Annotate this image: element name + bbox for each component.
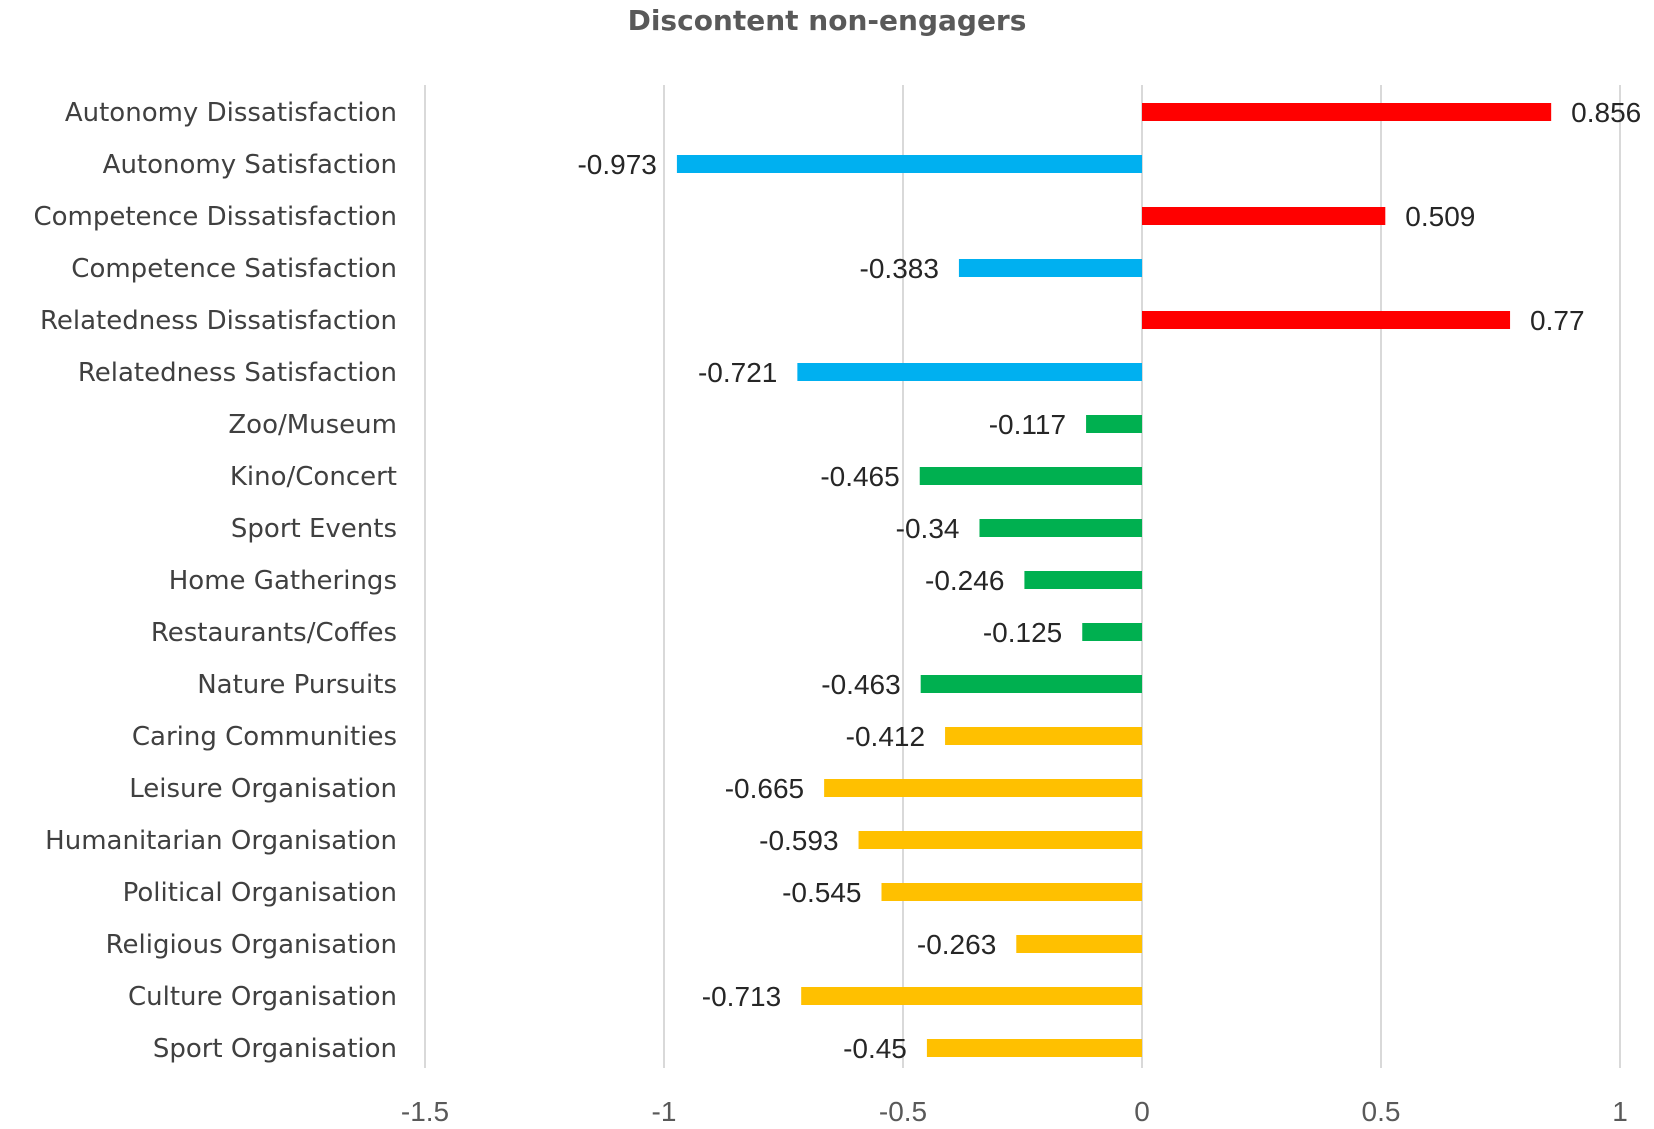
data-label: -0.465 xyxy=(820,461,899,492)
category-label: Restaurants/Coffes xyxy=(151,618,397,648)
data-label: -0.125 xyxy=(983,617,1062,648)
data-label: -0.263 xyxy=(917,929,996,960)
category-label: Nature Pursuits xyxy=(197,670,397,700)
category-label: Zoo/Museum xyxy=(228,410,397,440)
category-label: Competence Dissatisfaction xyxy=(33,202,397,232)
category-label: Sport Organisation xyxy=(153,1034,397,1064)
data-label: -0.383 xyxy=(860,253,939,284)
x-axis-tick-labels: -1.5 -1 -0.5 0 0.5 1 xyxy=(401,1096,1628,1127)
x-tick-label: -1 xyxy=(652,1096,677,1127)
bar xyxy=(797,363,1142,381)
category-label: Sport Events xyxy=(231,514,397,544)
chart-title: Discontent non-engagers xyxy=(628,4,1027,37)
category-label: Leisure Organisation xyxy=(129,774,397,804)
data-label: 0.77 xyxy=(1530,305,1585,336)
category-label: Caring Communities xyxy=(132,722,397,752)
data-label: -0.665 xyxy=(725,773,804,804)
x-tick-label: 1 xyxy=(1612,1096,1628,1127)
data-label: -0.593 xyxy=(759,825,838,856)
x-tick-label: 0.5 xyxy=(1362,1096,1401,1127)
bar xyxy=(958,259,1142,277)
category-label: Relatedness Dissatisfaction xyxy=(40,306,397,336)
category-label: Kino/Concert xyxy=(230,462,397,492)
data-label: -0.463 xyxy=(821,669,900,700)
category-label: Competence Satisfaction xyxy=(71,254,397,284)
data-label: -0.721 xyxy=(698,357,777,388)
bar xyxy=(824,779,1142,797)
value-labels: 0.856 -0.973 0.509 -0.383 0.77 -0.721 -0.117 -0… xyxy=(577,97,1641,1064)
bar xyxy=(801,987,1142,1005)
category-label: Culture Organisation xyxy=(128,982,397,1012)
bar xyxy=(1142,207,1386,225)
category-label: Relatedness Satisfaction xyxy=(78,358,397,388)
category-labels: Autonomy Dissatisfaction Autonomy Satisfa… xyxy=(33,98,397,1064)
data-label: 0.509 xyxy=(1405,201,1475,232)
data-label: 0.856 xyxy=(1571,97,1641,128)
category-label: Autonomy Dissatisfaction xyxy=(65,98,397,128)
gridlines xyxy=(424,85,1621,1068)
bars xyxy=(676,103,1552,1057)
bar xyxy=(1142,311,1511,329)
category-label: Religious Organisation xyxy=(106,930,397,960)
data-label: -0.973 xyxy=(577,149,656,180)
x-tick-label: -1.5 xyxy=(401,1096,449,1127)
x-tick-label: 0 xyxy=(1134,1096,1150,1127)
data-label: -0.45 xyxy=(843,1033,907,1064)
bar xyxy=(858,831,1142,849)
category-label: Home Gatherings xyxy=(169,566,397,596)
data-label: -0.412 xyxy=(846,721,925,752)
bar xyxy=(945,727,1142,745)
bar xyxy=(920,675,1142,693)
bar xyxy=(881,883,1142,901)
data-label: -0.117 xyxy=(989,409,1066,440)
bar xyxy=(1016,935,1142,953)
data-label: -0.34 xyxy=(896,513,960,544)
bar xyxy=(1082,623,1142,641)
bar xyxy=(926,1039,1142,1057)
bar xyxy=(676,155,1142,173)
bar xyxy=(1142,103,1552,121)
category-label: Political Organisation xyxy=(123,878,397,908)
bar xyxy=(919,467,1142,485)
bar xyxy=(1024,571,1142,589)
x-tick-label: -0.5 xyxy=(879,1096,927,1127)
data-label: -0.713 xyxy=(702,981,781,1012)
data-label: -0.545 xyxy=(782,877,861,908)
data-label: -0.246 xyxy=(925,565,1004,596)
category-label: Autonomy Satisfaction xyxy=(103,150,397,180)
bar xyxy=(1086,415,1142,433)
category-label: Humanitarian Organisation xyxy=(45,826,397,856)
bar xyxy=(979,519,1142,537)
